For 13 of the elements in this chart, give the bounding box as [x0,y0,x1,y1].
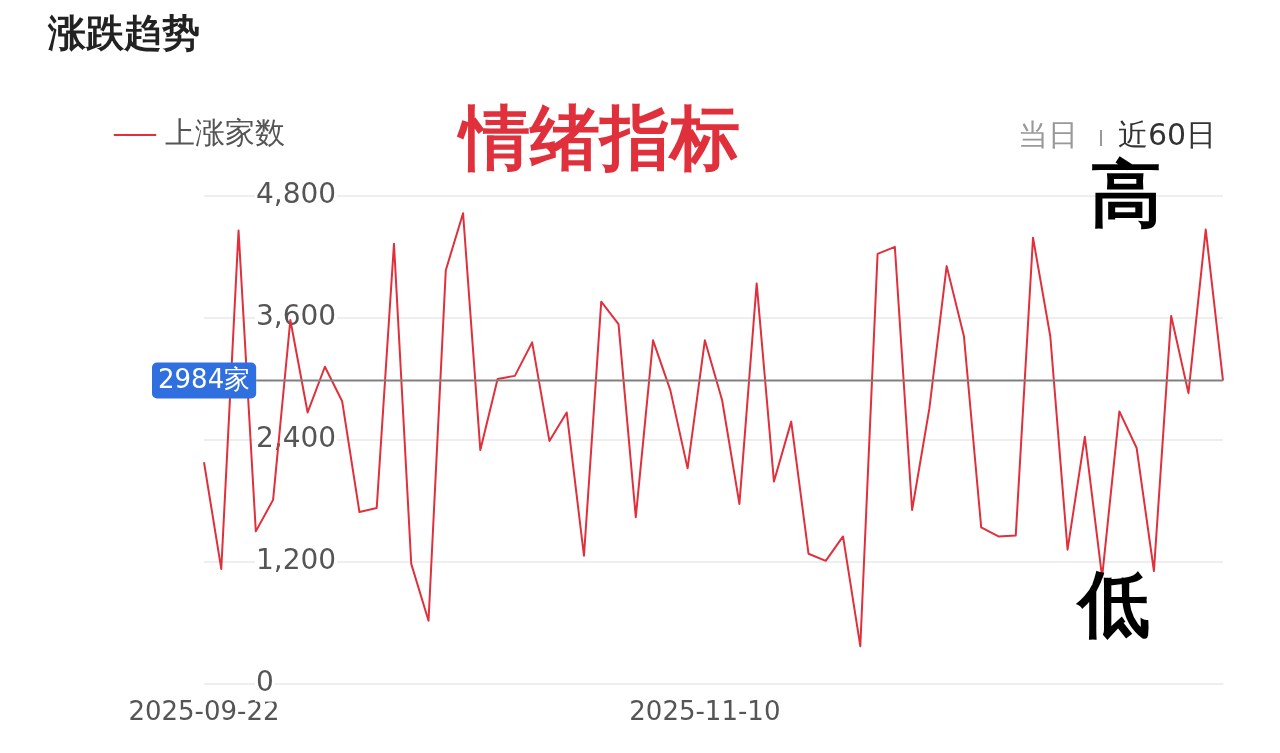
x-tick-label: 2025-09-22 [128,696,280,727]
annotation: 高 [1090,152,1162,236]
chart-title: 涨跌趋势 [48,10,200,57]
text: 近60日 [1118,117,1217,152]
y-tick-label: 0 [256,665,274,699]
text: 当日 [1018,117,1078,152]
x-tick-label: 2025-11-10 [629,696,781,727]
y-tick-label: 3,600 [256,299,337,333]
legend-label: 上涨家数 [165,114,285,150]
y-tick-label: 1,200 [256,543,337,577]
y-tick-label: 4,800 [256,177,337,211]
annotation: 低 [1078,562,1150,646]
ref-line-label: 2984家 [158,364,251,395]
